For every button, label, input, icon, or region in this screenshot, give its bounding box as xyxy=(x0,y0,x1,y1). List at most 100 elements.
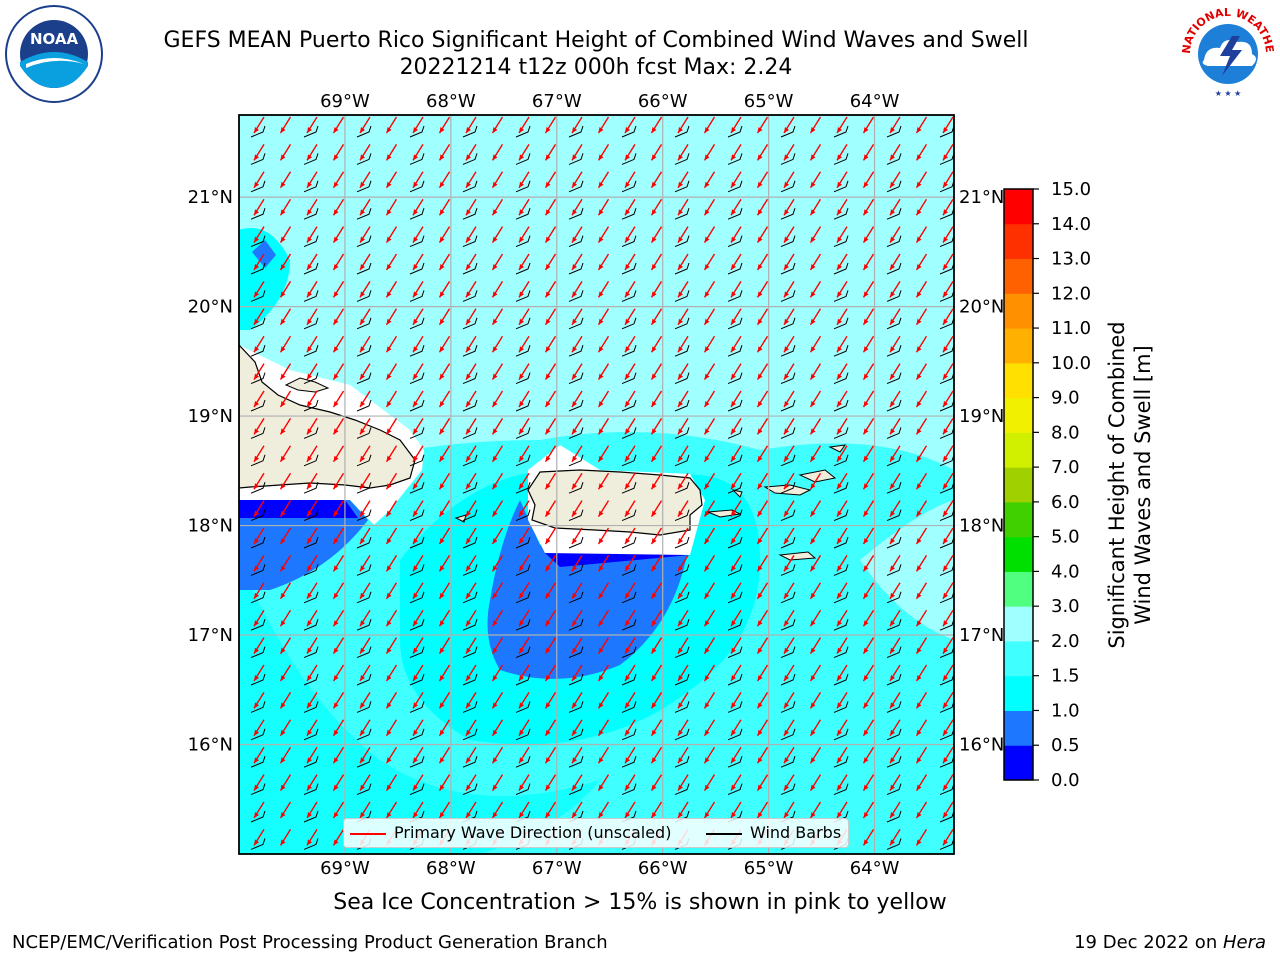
wave-arrow-head xyxy=(439,428,445,435)
wind-barb xyxy=(780,756,796,768)
wind-barb xyxy=(621,619,637,631)
wave-arrow-head xyxy=(837,510,842,517)
wind-barb xyxy=(303,728,319,741)
wind-barb xyxy=(674,728,690,741)
wind-barb xyxy=(250,262,266,275)
wind-barb xyxy=(303,317,319,330)
wave-arrow-head xyxy=(598,729,604,736)
wave-arrow-head xyxy=(254,757,259,764)
wind-barb xyxy=(462,125,478,138)
wind-barb xyxy=(674,427,690,439)
wind-barb xyxy=(727,783,743,796)
wind-barb xyxy=(568,399,584,412)
wave-arrow-head xyxy=(519,154,524,161)
wave-arrow-head xyxy=(545,784,551,791)
wave-arrow-head xyxy=(492,264,498,270)
wave-arrow-head xyxy=(280,428,286,435)
wind-barb xyxy=(780,646,796,659)
wind-barb xyxy=(834,866,848,877)
wave-arrow-head xyxy=(598,812,604,818)
wave-arrow-head xyxy=(333,510,339,517)
wave-arrow-head xyxy=(863,647,869,654)
wind-barb xyxy=(886,235,902,248)
wind-barb xyxy=(356,783,372,796)
wave-arrow-head xyxy=(784,620,789,627)
wave-arrow-head xyxy=(943,675,948,681)
wave-arrow-head xyxy=(598,757,604,764)
wave-arrow-head xyxy=(731,428,736,435)
wave-arrow-head xyxy=(651,620,657,627)
wave-arrow-head xyxy=(943,373,948,380)
wave-arrow-head xyxy=(466,729,471,736)
wave-arrow-head xyxy=(413,565,418,572)
wind-barb xyxy=(886,180,902,193)
wind-barb xyxy=(727,399,743,412)
wave-arrow-head xyxy=(333,812,339,818)
wind-barb xyxy=(780,317,796,330)
wave-arrow-head xyxy=(837,620,842,627)
wind-barb xyxy=(250,619,266,631)
wave-arrow-head xyxy=(943,483,948,490)
wind-barb xyxy=(515,756,531,768)
lat-tick-label: 18°N xyxy=(188,516,233,537)
wave-arrow-head xyxy=(545,154,551,161)
wave-arrow-head xyxy=(731,483,736,490)
wave-arrow-head xyxy=(280,127,286,133)
wave-arrow-head xyxy=(545,592,551,599)
wind-barb xyxy=(250,345,266,357)
wind-barb xyxy=(780,619,796,631)
wave-arrow-head xyxy=(731,127,736,133)
wave-arrow-head xyxy=(943,538,948,544)
wind-barb xyxy=(886,591,902,604)
wave-arrow-head xyxy=(413,127,418,133)
wave-arrow-head xyxy=(598,538,604,544)
wave-arrow-head xyxy=(863,839,869,846)
wave-arrow-head xyxy=(360,729,365,736)
colorbar-segment xyxy=(1004,293,1033,329)
wave-arrow-head xyxy=(784,264,789,270)
wave-arrow-head xyxy=(492,236,498,243)
wind-barb xyxy=(303,427,319,439)
wave-arrow-head xyxy=(492,181,498,188)
wave-arrow-head xyxy=(492,510,498,517)
wave-arrow-head xyxy=(439,154,445,161)
wave-arrow-head xyxy=(916,784,922,791)
wave-arrow-head xyxy=(916,592,922,599)
wave-arrow-head xyxy=(360,702,365,709)
wave-arrow-head xyxy=(598,647,604,654)
wave-arrow-head xyxy=(598,510,604,517)
wave-arrow-head xyxy=(863,729,869,736)
wave-arrow-head xyxy=(890,181,895,188)
wave-arrow-head xyxy=(863,373,869,380)
wind-barb xyxy=(356,290,372,302)
wave-arrow-head xyxy=(333,592,339,599)
wave-arrow-head xyxy=(492,209,498,216)
wind-barb xyxy=(462,235,478,248)
wave-arrow-head xyxy=(731,675,736,681)
wave-arrow-head xyxy=(810,729,816,736)
wave-arrow-head xyxy=(413,373,418,380)
wave-arrow-head xyxy=(863,784,869,791)
wave-arrow-head xyxy=(360,592,365,599)
wind-barb xyxy=(728,866,742,877)
wind-barb xyxy=(250,810,266,823)
wave-arrow-head xyxy=(386,455,392,462)
wind-barb xyxy=(303,482,319,494)
wind-barb xyxy=(621,125,637,138)
wave-arrow-head xyxy=(333,291,339,298)
wave-arrow-head xyxy=(678,236,683,243)
wind-barb xyxy=(303,153,319,165)
wind-barb xyxy=(409,180,425,193)
lon-tick-label: 67°W xyxy=(532,91,582,112)
wave-arrow-head xyxy=(890,209,895,216)
wave-arrow-head xyxy=(572,127,577,133)
wave-arrow-head xyxy=(651,291,657,298)
wave-arrow-head xyxy=(254,428,259,435)
wave-arrow-head xyxy=(280,812,286,818)
wave-arrow-head xyxy=(280,401,286,407)
wave-arrow-head xyxy=(360,565,365,572)
wave-arrow-head xyxy=(545,127,551,133)
wave-arrow-head xyxy=(598,181,604,188)
wave-arrow-head xyxy=(837,729,842,736)
wave-arrow-head xyxy=(810,373,816,380)
